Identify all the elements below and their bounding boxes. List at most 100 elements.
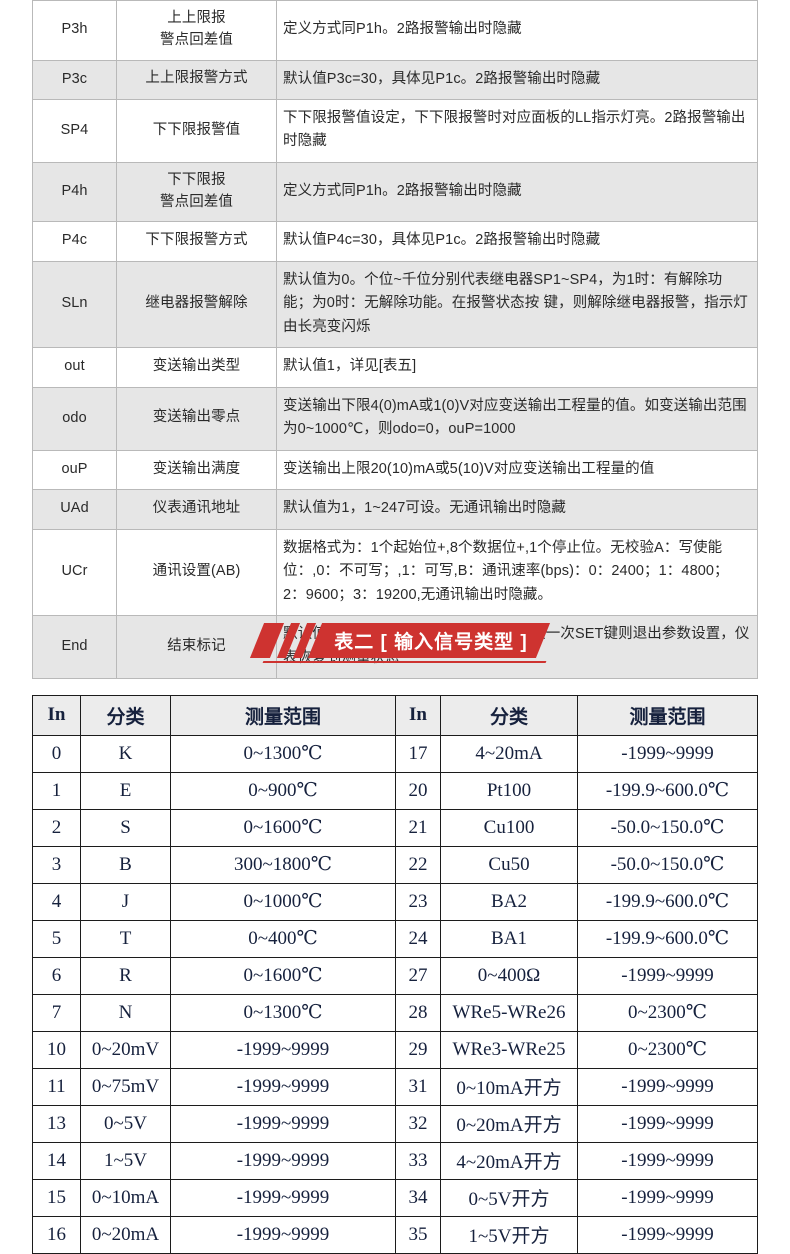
table-row: 2 S 0~1600℃ 21 Cu100 -50.0~150.0℃ [32, 809, 758, 847]
param-name-line: 结束标记 [167, 637, 226, 654]
table2-cell: Cu100 [440, 809, 578, 847]
param-description-cell: 变送输出下限4(0)mA或1(0)V对应变送输出工程量的值。如变送输出范围为0~… [276, 386, 758, 451]
table2-cell: 6 [32, 957, 81, 995]
table-row: P4h 下下限报 警点回差值 定义方式同P1h。2路报警输出时隐藏 [32, 161, 758, 223]
table2-cell: -50.0~150.0℃ [577, 809, 758, 847]
table2-cell: BA1 [440, 920, 578, 958]
banner-title: 表二 [ 输入信号类型 ] [334, 632, 528, 653]
table2-cell: 0~20mV [80, 1031, 171, 1069]
table2-cell: E [80, 772, 171, 810]
param-code-cell: P4h [32, 161, 117, 223]
table-row: 6 R 0~1600℃ 27 0~400Ω -1999~9999 [32, 957, 758, 995]
table2-cell: 32 [395, 1105, 441, 1143]
param-name-line: 上上限报 [167, 10, 226, 26]
table-row: P3c 上上限报警方式 默认值P3c=30，具体见P1c。2路报警输出时隐藏 [32, 59, 758, 100]
table2-header-row: In 分类 测量范围 In 分类 测量范围 [32, 695, 758, 736]
table2-cell: -1999~9999 [170, 1105, 396, 1143]
table2-cell: 1 [32, 772, 81, 810]
param-name-line: 下下限报警方式 [145, 232, 248, 249]
table-row: out 变送输出类型 默认值1，详见[表五] [32, 347, 758, 388]
table2-cell: 13 [32, 1105, 81, 1143]
table2-column-header: In [395, 695, 441, 736]
param-name-cell: 结束标记 [116, 615, 277, 680]
table2-cell: 0~1300℃ [170, 735, 396, 773]
param-name-line: 变送输出零点 [152, 409, 241, 426]
table2-cell: -199.9~600.0℃ [577, 920, 758, 958]
param-description-cell: 数据格式为：1个起始位+,8个数据位+,1个停止位。无校验A：写使能位：,0：不… [276, 528, 758, 617]
table2-cell: 0~20mA开方 [440, 1105, 578, 1143]
table2-column-header: In [32, 695, 81, 736]
param-name-line: 仪表通讯地址 [152, 500, 241, 517]
table2-cell: 1~5V开方 [440, 1216, 578, 1254]
table-row: 1 E 0~900℃ 20 Pt100 -199.9~600.0℃ [32, 772, 758, 810]
table2-cell: -1999~9999 [577, 957, 758, 995]
table2-cell: 11 [32, 1068, 81, 1106]
parameter-table: P3h 上上限报 警点回差值定义方式同P1h。2路报警输出时隐藏 P3c 上上限报警方式… [32, 0, 758, 680]
param-name-cell: 下下限报警值 [116, 98, 277, 163]
table2-cell: 0~1600℃ [170, 809, 396, 847]
table-row: 11 0~75mV -1999~9999 31 0~10mA开方 -1999~9999 [32, 1068, 758, 1106]
param-description-cell: 默认值P4c=30，具体见P1c。2路报警输出时隐藏 [276, 221, 758, 262]
table2-cell: 0~10mA开方 [440, 1068, 578, 1106]
param-name-cell: 变送输出满度 [116, 449, 277, 491]
table2-cell: 0~1000℃ [170, 883, 396, 921]
param-code-cell: SLn [32, 260, 117, 349]
table2-cell: -199.9~600.0℃ [577, 883, 758, 921]
table-row: UCr 通讯设置(AB) 数据格式为：1个起始位+,8个数据位+,1个停止位。无校验… [32, 528, 758, 617]
table-row: 13 0~5V -1999~9999 32 0~20mA开方 -1999~9999 [32, 1105, 758, 1143]
table2-cell: 0~400℃ [170, 920, 396, 958]
table2-cell: 4 [32, 883, 81, 921]
table2-cell: R [80, 957, 171, 995]
param-name-line: 继电器报警解除 [145, 295, 248, 312]
banner-underline [262, 661, 547, 663]
param-name-line: 上上限报警方式 [145, 70, 248, 87]
table-row: 0 K 0~1300℃ 17 4~20mA -1999~9999 [32, 735, 758, 773]
table2-cell: 0 [32, 735, 81, 773]
table2-column-header: 分类 [440, 695, 578, 736]
table2-cell: 10 [32, 1031, 81, 1069]
param-code-cell: SP4 [32, 98, 117, 163]
param-code-cell: P3c [32, 59, 117, 100]
table-row: P4c 下下限报警方式 默认值P4c=30，具体见P1c。2路报警输出时隐藏 [32, 221, 758, 262]
table2-cell: Pt100 [440, 772, 578, 810]
param-description-cell: 定义方式同P1h。2路报警输出时隐藏 [276, 161, 758, 223]
table2-column-header: 分类 [80, 695, 171, 736]
table2-cell: 4~20mA开方 [440, 1142, 578, 1180]
table2-cell: 0~2300℃ [577, 994, 758, 1032]
table2-cell: 1~5V [80, 1142, 171, 1180]
param-name-line: 下下限报 [167, 171, 226, 188]
table2-cell: WRe3-WRe25 [440, 1031, 578, 1069]
table-row: ouP 变送输出满度 变送输出上限20(10)mA或5(10)V对应变送输出工程量的… [32, 449, 758, 491]
table2-cell: -1999~9999 [170, 1068, 396, 1106]
table-row: odo 变送输出零点 变送输出下限4(0)mA或1(0)V对应变送输出工程量的值。如… [32, 386, 758, 451]
table2-cell: 0~2300℃ [577, 1031, 758, 1069]
param-description-cell: 变送输出上限20(10)mA或5(10)V对应变送输出工程量的值 [276, 449, 758, 491]
param-name-cell: 下下限报 警点回差值 [116, 161, 277, 223]
table2-cell: 0~10mA [80, 1179, 171, 1217]
table2-cell: S [80, 809, 171, 847]
table-row: 15 0~10mA -1999~9999 34 0~5V开方 -1999~9999 [32, 1179, 758, 1217]
param-description-cell: 默认值为0。个位~千位分别代表继电器SP1~SP4，为1时：有解除功能；为0时：… [276, 260, 758, 349]
table2-cell: 14 [32, 1142, 81, 1180]
table2-cell: N [80, 994, 171, 1032]
table2-cell: -1999~9999 [577, 1068, 758, 1106]
table2-cell: J [80, 883, 171, 921]
table2-cell: 28 [395, 994, 441, 1032]
table2-cell: 35 [395, 1216, 441, 1254]
param-code-cell: P3h [32, 0, 117, 61]
param-name-cell: 继电器报警解除 [116, 260, 277, 349]
param-name-cell: 上上限报 警点回差值 [116, 0, 277, 61]
table2-cell: -1999~9999 [170, 1031, 396, 1069]
table2-cell: 2 [32, 809, 81, 847]
input-signal-table: In 分类 测量范围 In 分类 测量范围 0 K 0~1300℃ 17 4~20mA -1999~… [32, 695, 758, 1254]
table2-cell: 0~1300℃ [170, 994, 396, 1032]
param-name-cell: 变送输出类型 [116, 347, 277, 388]
table2-cell: 20 [395, 772, 441, 810]
table2-cell: K [80, 735, 171, 773]
table2-cell: 0~5V开方 [440, 1179, 578, 1217]
param-name-cell: 变送输出零点 [116, 386, 277, 451]
table2-cell: -1999~9999 [577, 1105, 758, 1143]
param-name-cell: 通讯设置(AB) [116, 528, 277, 617]
table-row: UAd 仪表通讯地址 默认值为1，1~247可设。无通讯输出时隐藏 [32, 489, 758, 530]
table2-cell: Cu50 [440, 846, 578, 884]
